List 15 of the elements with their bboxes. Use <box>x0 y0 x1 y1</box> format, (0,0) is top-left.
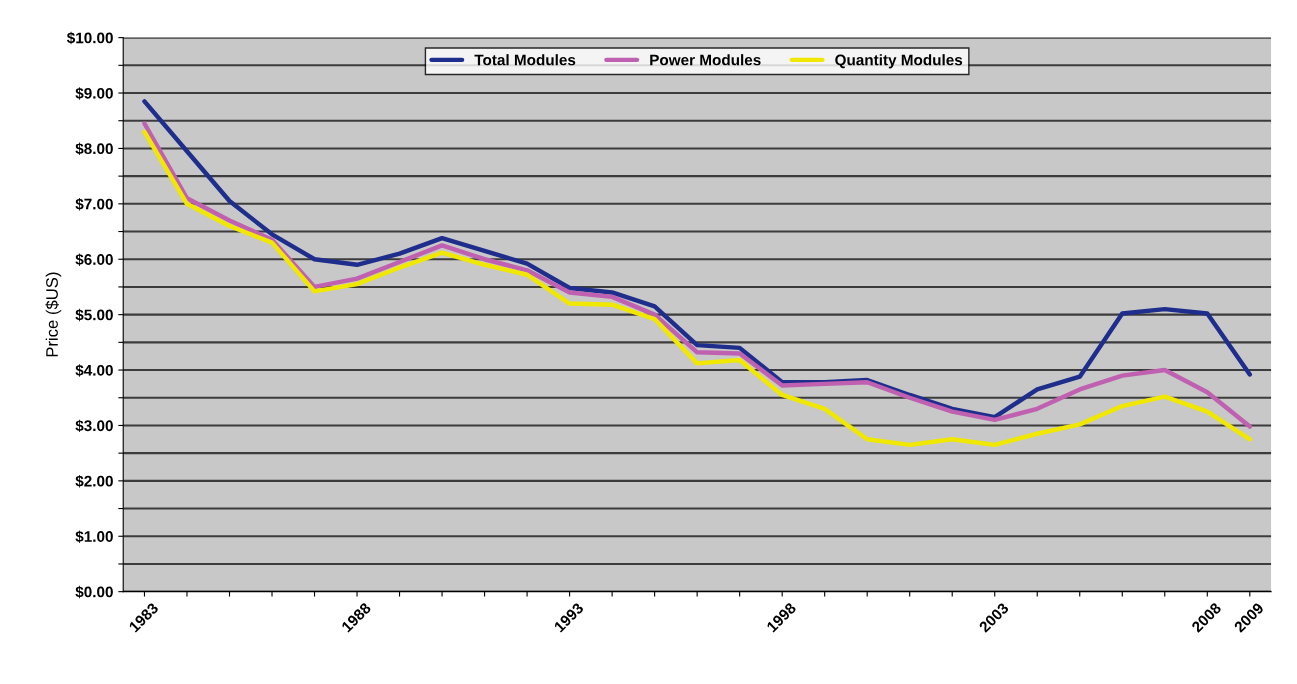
y-tick-label: $8.00 <box>75 142 113 156</box>
y-tick-label: $1.00 <box>75 530 113 543</box>
y-axis-title: Price ($US) <box>45 272 62 357</box>
y-tick-label: $4.00 <box>75 364 113 377</box>
legend-label: Total Modules <box>474 54 576 66</box>
y-tick-label: $5.00 <box>75 308 113 322</box>
y-tick-label: $9.00 <box>75 87 113 100</box>
y-tick-label: $3.00 <box>75 419 113 433</box>
y-tick-label: $0.00 <box>75 585 113 599</box>
y-tick-label: $6.00 <box>75 253 113 266</box>
legend-label: Quantity Modules <box>835 54 963 69</box>
y-tick-label: $10.00 <box>66 31 113 45</box>
y-tick-label: $2.00 <box>75 475 113 488</box>
y-tick-label: $7.00 <box>75 198 113 211</box>
legend-label: Power Modules <box>650 54 761 66</box>
